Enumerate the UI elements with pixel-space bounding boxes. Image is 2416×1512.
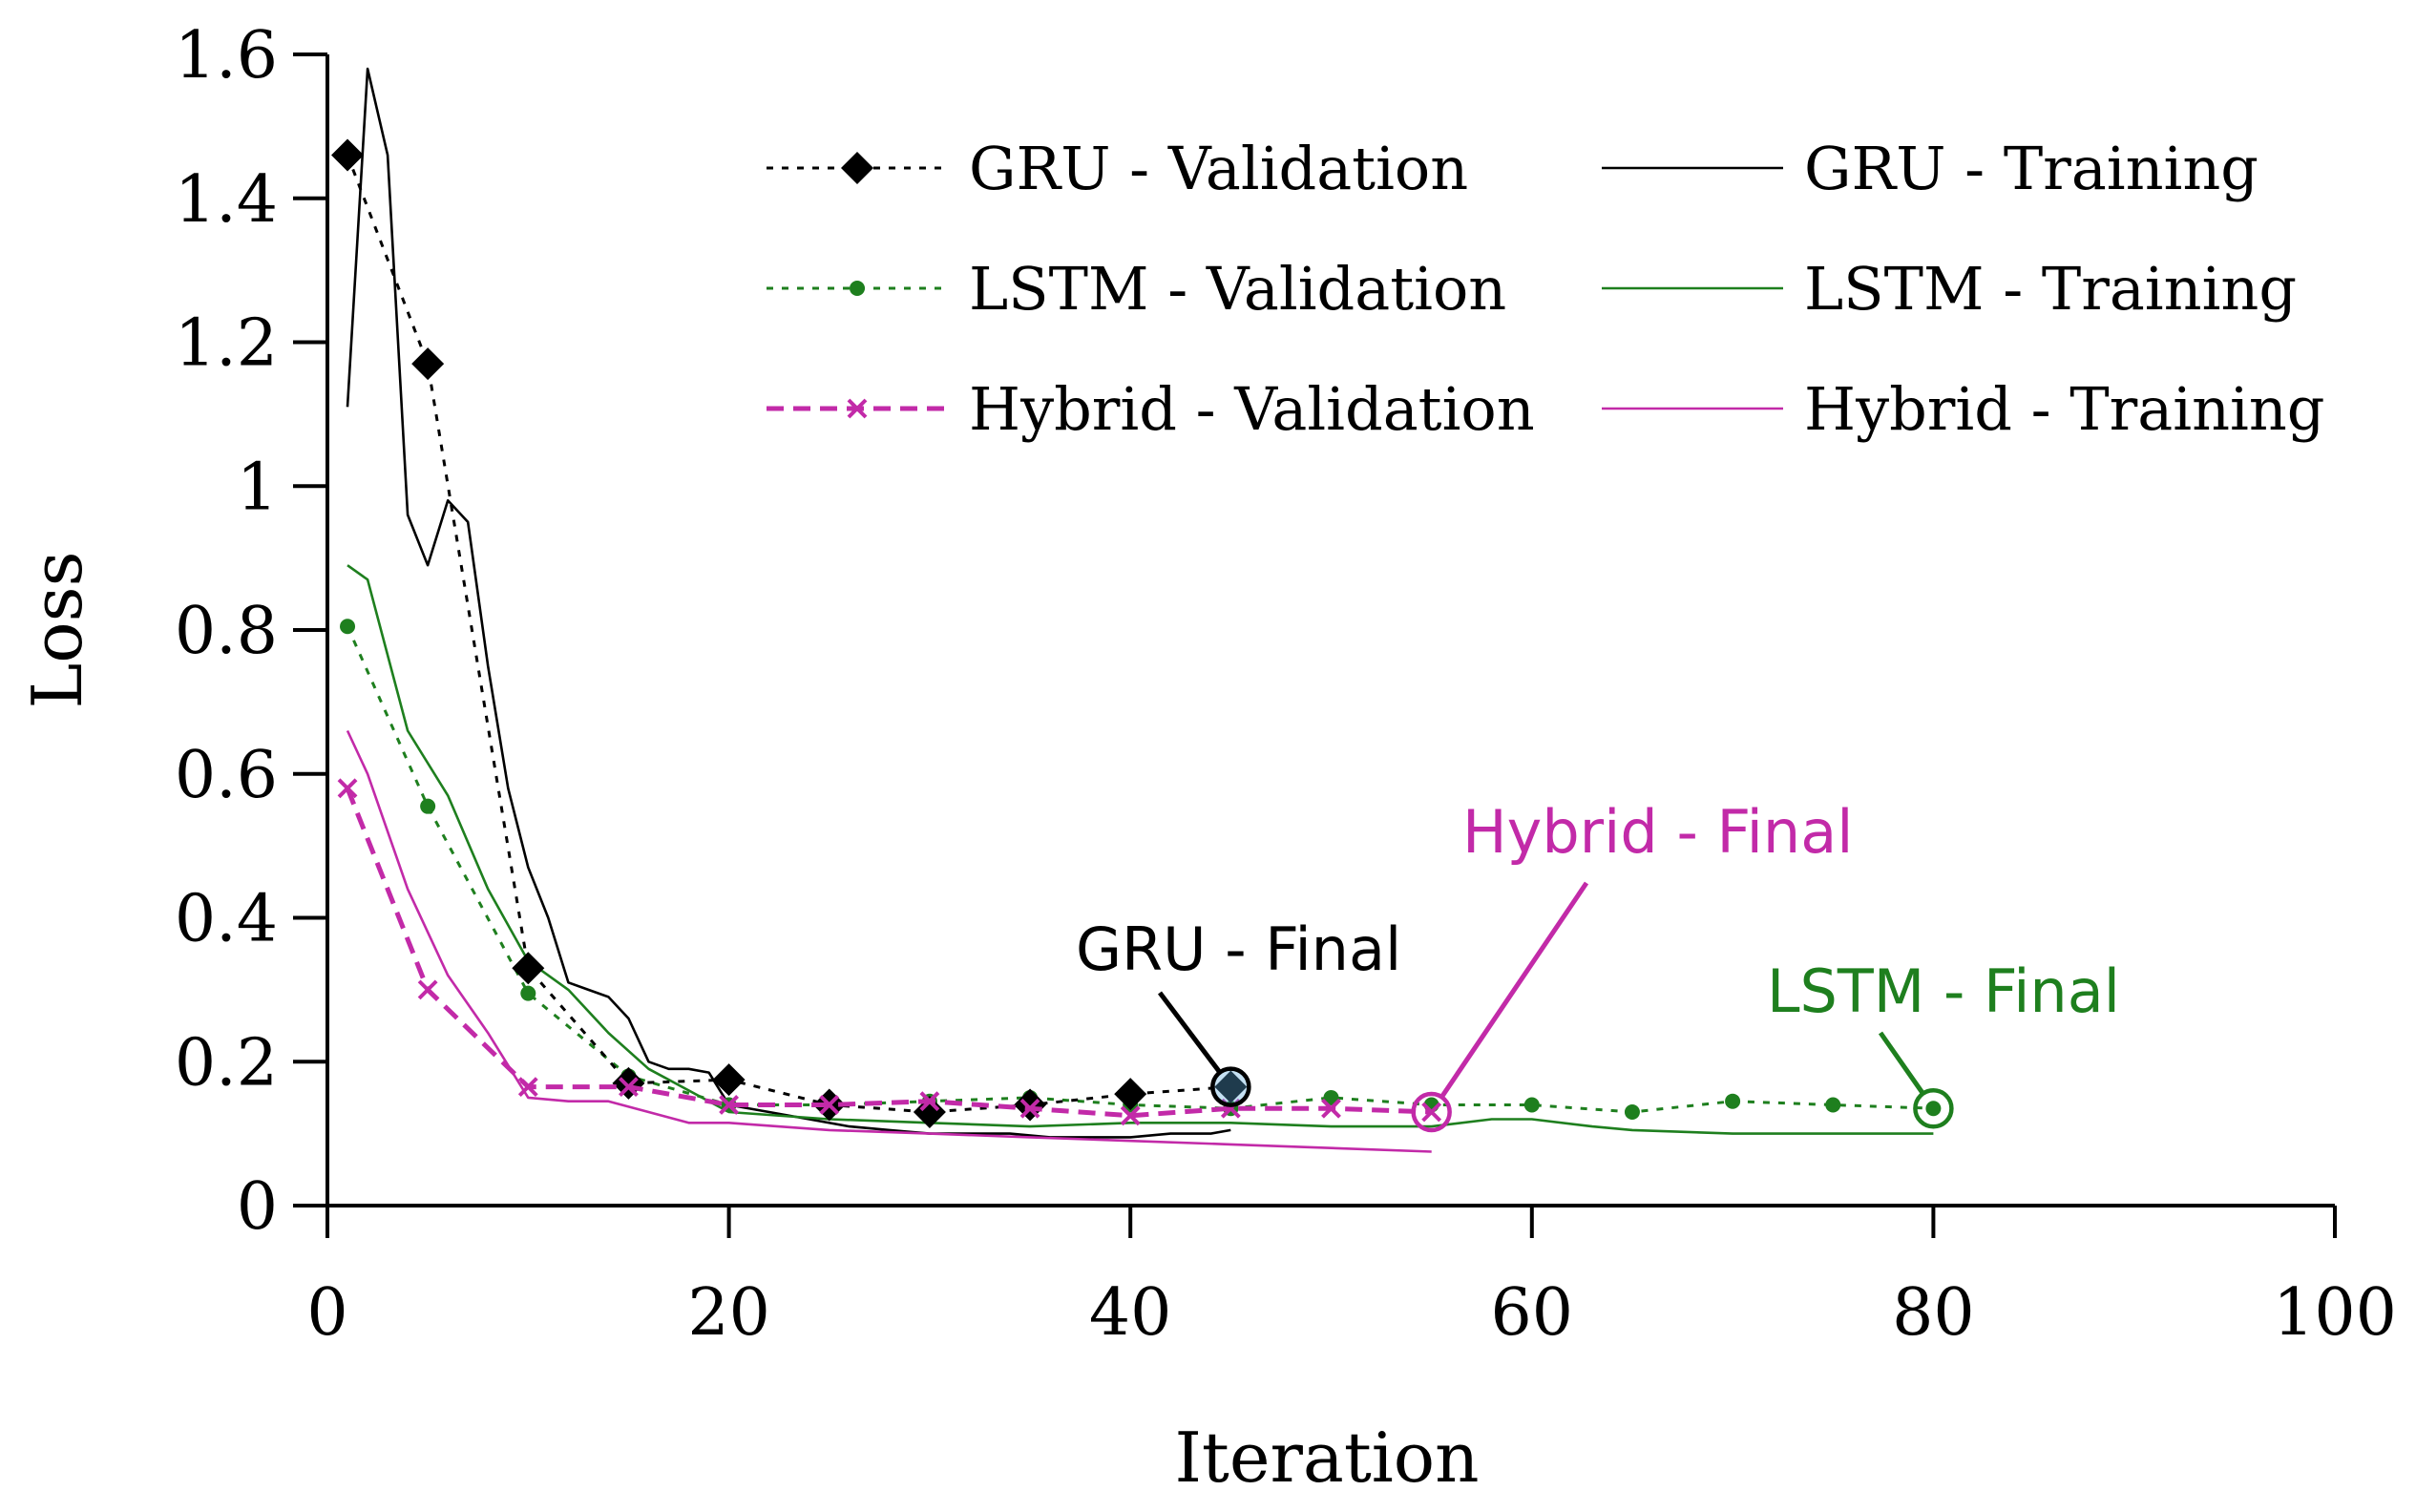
series-hybrid-training bbox=[346, 729, 1432, 1153]
y-ticks: 0 0.2 0.4 0.6 0.8 1 1.2 1.4 1.6 bbox=[175, 18, 327, 1245]
legend-item-hybrid-validation: Hybrid - Validation bbox=[767, 374, 1535, 444]
y-tick-label: 1.4 bbox=[175, 162, 278, 238]
data-point bbox=[1019, 1098, 1040, 1119]
y-tick-label: 1.2 bbox=[175, 306, 278, 382]
legend-label: LSTM - Training bbox=[1804, 254, 2297, 324]
data-point bbox=[517, 1077, 538, 1098]
data-point bbox=[411, 347, 445, 381]
data-point bbox=[1825, 1097, 1841, 1113]
data-point bbox=[712, 1063, 746, 1097]
x-tick-label: 60 bbox=[1491, 1275, 1574, 1351]
legend-item-hybrid-training: Hybrid - Training bbox=[1602, 374, 2324, 444]
y-tick-label: 0.2 bbox=[175, 1025, 278, 1101]
series-lstm-validation bbox=[340, 619, 1942, 1121]
data-point bbox=[819, 1095, 840, 1115]
annotation-label: Hybrid - Final bbox=[1462, 797, 1853, 867]
legend-marker bbox=[847, 398, 868, 419]
data-point bbox=[420, 798, 436, 814]
data-point bbox=[1214, 1070, 1248, 1103]
final-point-marker bbox=[1411, 1091, 1452, 1133]
data-point bbox=[1114, 1078, 1147, 1111]
series-line bbox=[346, 67, 1231, 1139]
annotation-leader bbox=[1158, 991, 1222, 1074]
series-gru-training bbox=[346, 67, 1231, 1139]
data-point bbox=[331, 138, 365, 172]
annotation-gru-final: GRU - Final bbox=[1076, 914, 1401, 1107]
annotations: GRU - Final Hybrid - Final LSTM - Final bbox=[1076, 797, 2120, 1133]
x-tick-label: 80 bbox=[1892, 1275, 1975, 1351]
data-point bbox=[619, 1077, 639, 1098]
annotation-leader bbox=[1439, 881, 1589, 1098]
series-line bbox=[346, 625, 1934, 1114]
final-point-marker bbox=[1210, 1066, 1251, 1107]
data-point bbox=[1925, 1101, 1942, 1117]
data-point bbox=[1624, 1104, 1640, 1121]
legend-label: LSTM - Validation bbox=[969, 254, 1506, 324]
y-tick-label: 1 bbox=[237, 450, 278, 525]
y-tick-label: 0.4 bbox=[175, 882, 278, 957]
data-point bbox=[337, 778, 358, 799]
data-point bbox=[340, 619, 356, 635]
annotation-leader bbox=[1878, 1031, 1924, 1095]
data-point bbox=[612, 1066, 645, 1100]
y-tick-label: 1.6 bbox=[175, 18, 278, 94]
data-point bbox=[1421, 1102, 1442, 1123]
legend-marker bbox=[841, 152, 873, 184]
x-tick-label: 100 bbox=[2273, 1275, 2397, 1351]
y-tick-label: 0 bbox=[237, 1169, 278, 1245]
legend-marker bbox=[850, 281, 865, 296]
data-point bbox=[919, 1091, 940, 1112]
annotation-hybrid-final: Hybrid - Final bbox=[1411, 797, 1853, 1133]
legend-item-gru-validation: GRU - Validation bbox=[767, 134, 1468, 203]
legend-label: Hybrid - Training bbox=[1804, 374, 2324, 444]
data-point bbox=[719, 1095, 740, 1115]
data-point bbox=[1321, 1098, 1341, 1119]
legend-item-gru-training: GRU - Training bbox=[1602, 134, 2258, 203]
legend-label: GRU - Training bbox=[1804, 134, 2258, 203]
legend-item-lstm-validation: LSTM - Validation bbox=[767, 254, 1506, 324]
y-tick-label: 0.6 bbox=[175, 738, 278, 813]
axes: 0 0.2 0.4 0.6 0.8 1 1.2 1.4 1.6 0 20 40 60 80 100 bbox=[175, 18, 2397, 1351]
final-point-marker bbox=[1913, 1087, 1954, 1129]
data-point bbox=[913, 1096, 946, 1129]
x-axis-title: Iteration bbox=[1174, 1418, 1479, 1498]
legend-label: GRU - Validation bbox=[969, 134, 1468, 203]
annotation-label: GRU - Final bbox=[1076, 914, 1401, 984]
x-ticks: 0 20 40 60 80 100 bbox=[306, 1206, 2397, 1351]
legend: GRU - Validation GRU - Training LSTM - Val… bbox=[767, 134, 2324, 444]
series-layer bbox=[331, 67, 1942, 1153]
data-point bbox=[1120, 1105, 1141, 1126]
x-tick-label: 20 bbox=[687, 1275, 770, 1351]
data-point bbox=[1323, 1089, 1339, 1105]
annotation-lstm-final: LSTM - Final bbox=[1767, 956, 2120, 1129]
x-tick-label: 40 bbox=[1089, 1275, 1172, 1351]
data-point bbox=[1014, 1088, 1047, 1122]
legend-item-lstm-training: LSTM - Training bbox=[1602, 254, 2297, 324]
series-line bbox=[346, 729, 1432, 1153]
y-tick-label: 0.8 bbox=[175, 594, 278, 669]
data-point bbox=[1523, 1097, 1540, 1113]
annotation-label: LSTM - Final bbox=[1767, 956, 2120, 1026]
series-line bbox=[345, 787, 1432, 1119]
data-point bbox=[1725, 1093, 1741, 1109]
legend-label: Hybrid - Validation bbox=[969, 374, 1535, 444]
data-point bbox=[520, 985, 536, 1001]
y-axis-title: Loss bbox=[17, 551, 97, 708]
data-point bbox=[417, 979, 438, 1000]
x-tick-label: 0 bbox=[306, 1275, 347, 1351]
data-point bbox=[512, 952, 545, 985]
